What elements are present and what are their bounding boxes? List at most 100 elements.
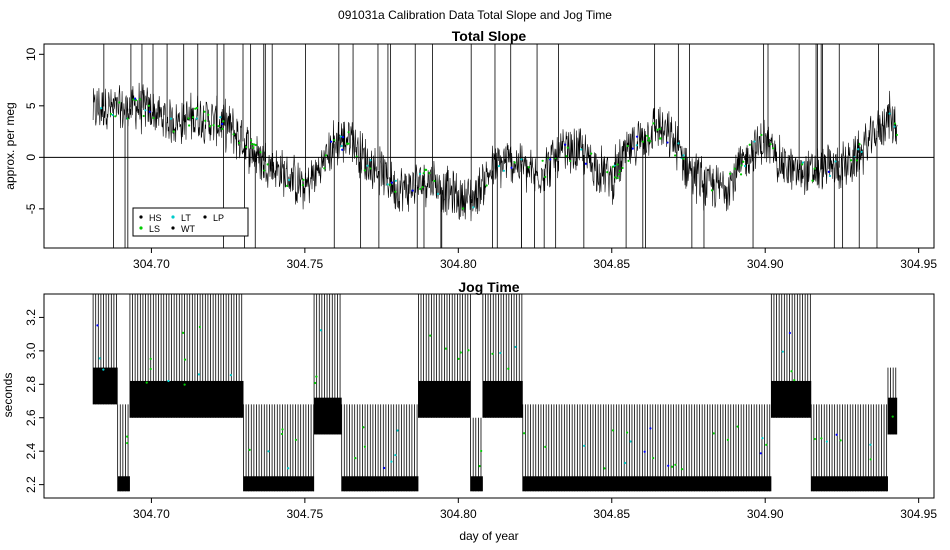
- total-slope-marker: [497, 165, 501, 168]
- total-slope-marker: [111, 113, 114, 117]
- total-slope-marker: [436, 192, 440, 196]
- total-slope-marker: [288, 178, 291, 182]
- total-slope-marker: [212, 124, 215, 127]
- total-slope-marker: [118, 101, 121, 104]
- total-slope-series: [44, 44, 934, 248]
- jog-time-x-tick-label: 304.95: [900, 507, 937, 521]
- total-slope-y-tick-label: 5: [24, 102, 38, 109]
- total-slope-marker: [390, 181, 394, 184]
- legend-marker: [171, 215, 175, 219]
- total-slope-marker: [217, 125, 220, 128]
- total-slope-marker: [249, 139, 253, 142]
- total-slope-marker: [801, 161, 805, 164]
- total-slope-marker: [801, 163, 804, 166]
- total-slope-marker: [895, 133, 898, 137]
- total-slope-marker: [674, 154, 677, 157]
- total-slope-x-tick-label: 304.90: [747, 257, 784, 271]
- jog-time-title: Jog Time: [458, 279, 519, 295]
- jog-time-series: [92, 294, 898, 492]
- total-slope-marker: [207, 113, 210, 116]
- total-slope-marker: [771, 147, 775, 150]
- total-slope-marker: [527, 166, 530, 169]
- total-slope-marker: [472, 206, 475, 209]
- total-slope-marker: [733, 167, 736, 170]
- figure-suptitle: 091031a Calibration Data Total Slope and…: [338, 8, 612, 22]
- total-slope-marker: [188, 124, 191, 127]
- total-slope-marker: [204, 119, 207, 122]
- total-slope-marker: [813, 167, 816, 170]
- total-slope-marker: [345, 142, 349, 145]
- total-slope-marker: [549, 158, 552, 161]
- jog-time-y-tick-label: 2.2: [24, 476, 38, 493]
- total-slope-marker: [566, 146, 569, 149]
- jog-time-y-tick-label: 2.6: [24, 409, 38, 426]
- total-slope-marker: [742, 160, 745, 163]
- total-slope-marker: [857, 148, 860, 151]
- total-slope-marker: [194, 107, 197, 110]
- total-slope-marker: [649, 140, 652, 143]
- jog-time-x-tick-label: 304.80: [440, 507, 477, 521]
- total-slope-marker: [142, 114, 145, 118]
- total-slope-marker: [369, 159, 372, 162]
- total-slope-y-tick-label: 0: [24, 154, 38, 161]
- jog-time-axes: 304.70 304.75 304.80 304.85 304.90 304.95 2.2 2…: [24, 309, 937, 521]
- total-slope-marker: [739, 173, 743, 176]
- total-slope-marker: [266, 163, 269, 166]
- total-slope-marker: [169, 117, 173, 120]
- total-slope-marker: [152, 116, 155, 120]
- total-slope-marker: [627, 159, 630, 162]
- jog-time-x-tick-label: 304.75: [287, 507, 324, 521]
- jog-time-segment: [313, 294, 342, 435]
- total-slope-marker: [324, 154, 328, 157]
- total-slope-marker: [760, 133, 763, 137]
- total-slope-marker: [138, 98, 142, 101]
- total-slope-marker: [369, 167, 372, 170]
- total-slope-marker: [461, 207, 465, 210]
- total-slope-marker: [893, 125, 896, 128]
- total-slope-marker: [195, 106, 199, 110]
- total-slope-marker: [613, 164, 616, 167]
- total-slope-marker: [126, 117, 129, 120]
- total-slope-marker: [569, 159, 572, 163]
- total-slope-marker: [250, 142, 253, 146]
- total-slope-marker: [827, 170, 830, 173]
- total-slope-marker: [646, 134, 649, 137]
- total-slope-marker: [513, 161, 516, 164]
- jog-time-ylabel: seconds: [1, 373, 15, 418]
- jog-time-segment: [418, 294, 471, 418]
- total-slope-marker: [682, 154, 685, 157]
- total-slope-marker: [613, 176, 617, 179]
- total-slope-ylabel: approx. per meg: [3, 102, 17, 189]
- legend-marker: [139, 226, 143, 230]
- total-slope-x-tick-label: 304.80: [440, 257, 477, 271]
- total-slope-marker: [411, 189, 414, 192]
- total-slope-marker: [208, 124, 212, 128]
- legend-entry-label: HS: [149, 213, 162, 223]
- legend-entry-label: WT: [181, 224, 195, 234]
- total-slope-marker: [647, 139, 650, 142]
- jog-time-y-tick-label: 3.2: [24, 309, 38, 326]
- total-slope-marker: [148, 110, 151, 113]
- jog-time-x-tick-label: 304.85: [593, 507, 630, 521]
- total-slope-marker: [544, 175, 547, 179]
- total-slope-marker: [769, 143, 772, 146]
- total-slope-marker: [510, 166, 513, 169]
- total-slope-marker: [195, 117, 198, 120]
- total-slope-marker: [187, 117, 190, 120]
- total-slope-marker: [658, 127, 662, 131]
- total-slope-marker: [301, 183, 304, 187]
- jog-time-segment: [117, 404, 130, 492]
- jog-time-segment: [810, 404, 888, 492]
- total-slope-marker: [652, 122, 655, 125]
- total-slope-marker: [888, 112, 891, 115]
- jog-time-x-tick-label: 304.70: [133, 507, 170, 521]
- total-slope-marker: [666, 141, 669, 144]
- total-slope-marker: [564, 143, 567, 146]
- jog-time-segment: [470, 417, 483, 492]
- total-slope-marker: [659, 137, 662, 140]
- total-slope-marker: [245, 145, 248, 149]
- total-slope-marker: [635, 135, 639, 138]
